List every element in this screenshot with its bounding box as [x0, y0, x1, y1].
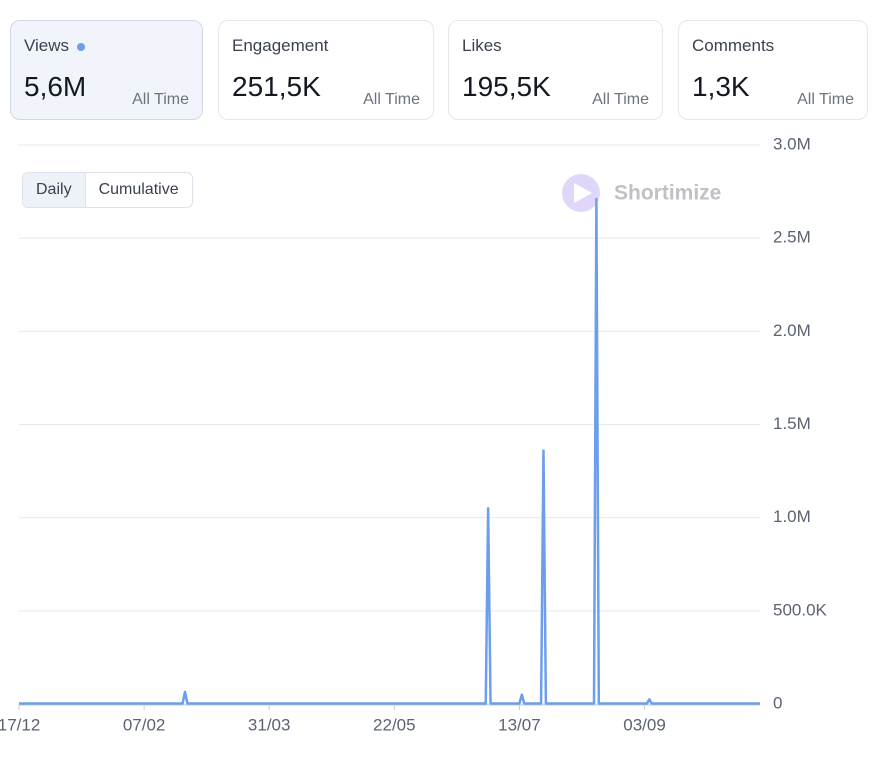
stat-card[interactable]: Engagement 251,5K All Time [218, 20, 434, 120]
y-tick-label: 2.5M [773, 228, 811, 247]
stat-card[interactable]: Comments 1,3K All Time [678, 20, 868, 120]
x-tick-label: 31/03 [248, 715, 291, 734]
y-tick-label: 0 [773, 693, 782, 712]
card-period: All Time [132, 91, 189, 108]
series-line [19, 197, 760, 705]
card-label: Engagement [232, 36, 329, 55]
card-period: All Time [797, 91, 854, 108]
y-tick-label: 1.5M [773, 414, 811, 433]
card-period: All Time [363, 91, 420, 108]
card-value: 195,5K [462, 71, 551, 102]
y-tick-label: 2.0M [773, 321, 811, 340]
card-value: 1,3K [692, 71, 750, 102]
y-tick-label: 1.0M [773, 507, 811, 526]
y-tick-label: 500.0K [773, 600, 828, 619]
stat-card[interactable]: Likes 195,5K All Time [448, 20, 663, 120]
active-dot [77, 42, 86, 51]
x-tick-label: 03/09 [623, 715, 666, 734]
view-toggle: Daily Cumulative [22, 172, 193, 208]
card-period: All Time [592, 91, 649, 108]
stat-card[interactable]: Views 5,6M All Time [10, 20, 203, 120]
toggle-cumulative[interactable]: Cumulative [98, 181, 179, 198]
x-tick-label: 13/07 [498, 715, 541, 734]
card-label: Likes [462, 36, 502, 55]
x-tick-label: 22/05 [373, 715, 416, 734]
card-value: 251,5K [232, 71, 321, 102]
card-label: Comments [692, 36, 775, 55]
watermark-text: Shortimize [614, 182, 721, 205]
x-tick-label: 07/02 [123, 715, 166, 734]
x-tick-label: 17/12 [0, 715, 40, 734]
toggle-daily[interactable]: Daily [23, 173, 86, 207]
card-value: 5,6M [24, 71, 87, 102]
y-tick-label: 3.0M [773, 134, 811, 153]
card-label: Views [24, 36, 86, 56]
watermark: Shortimize [562, 174, 721, 212]
